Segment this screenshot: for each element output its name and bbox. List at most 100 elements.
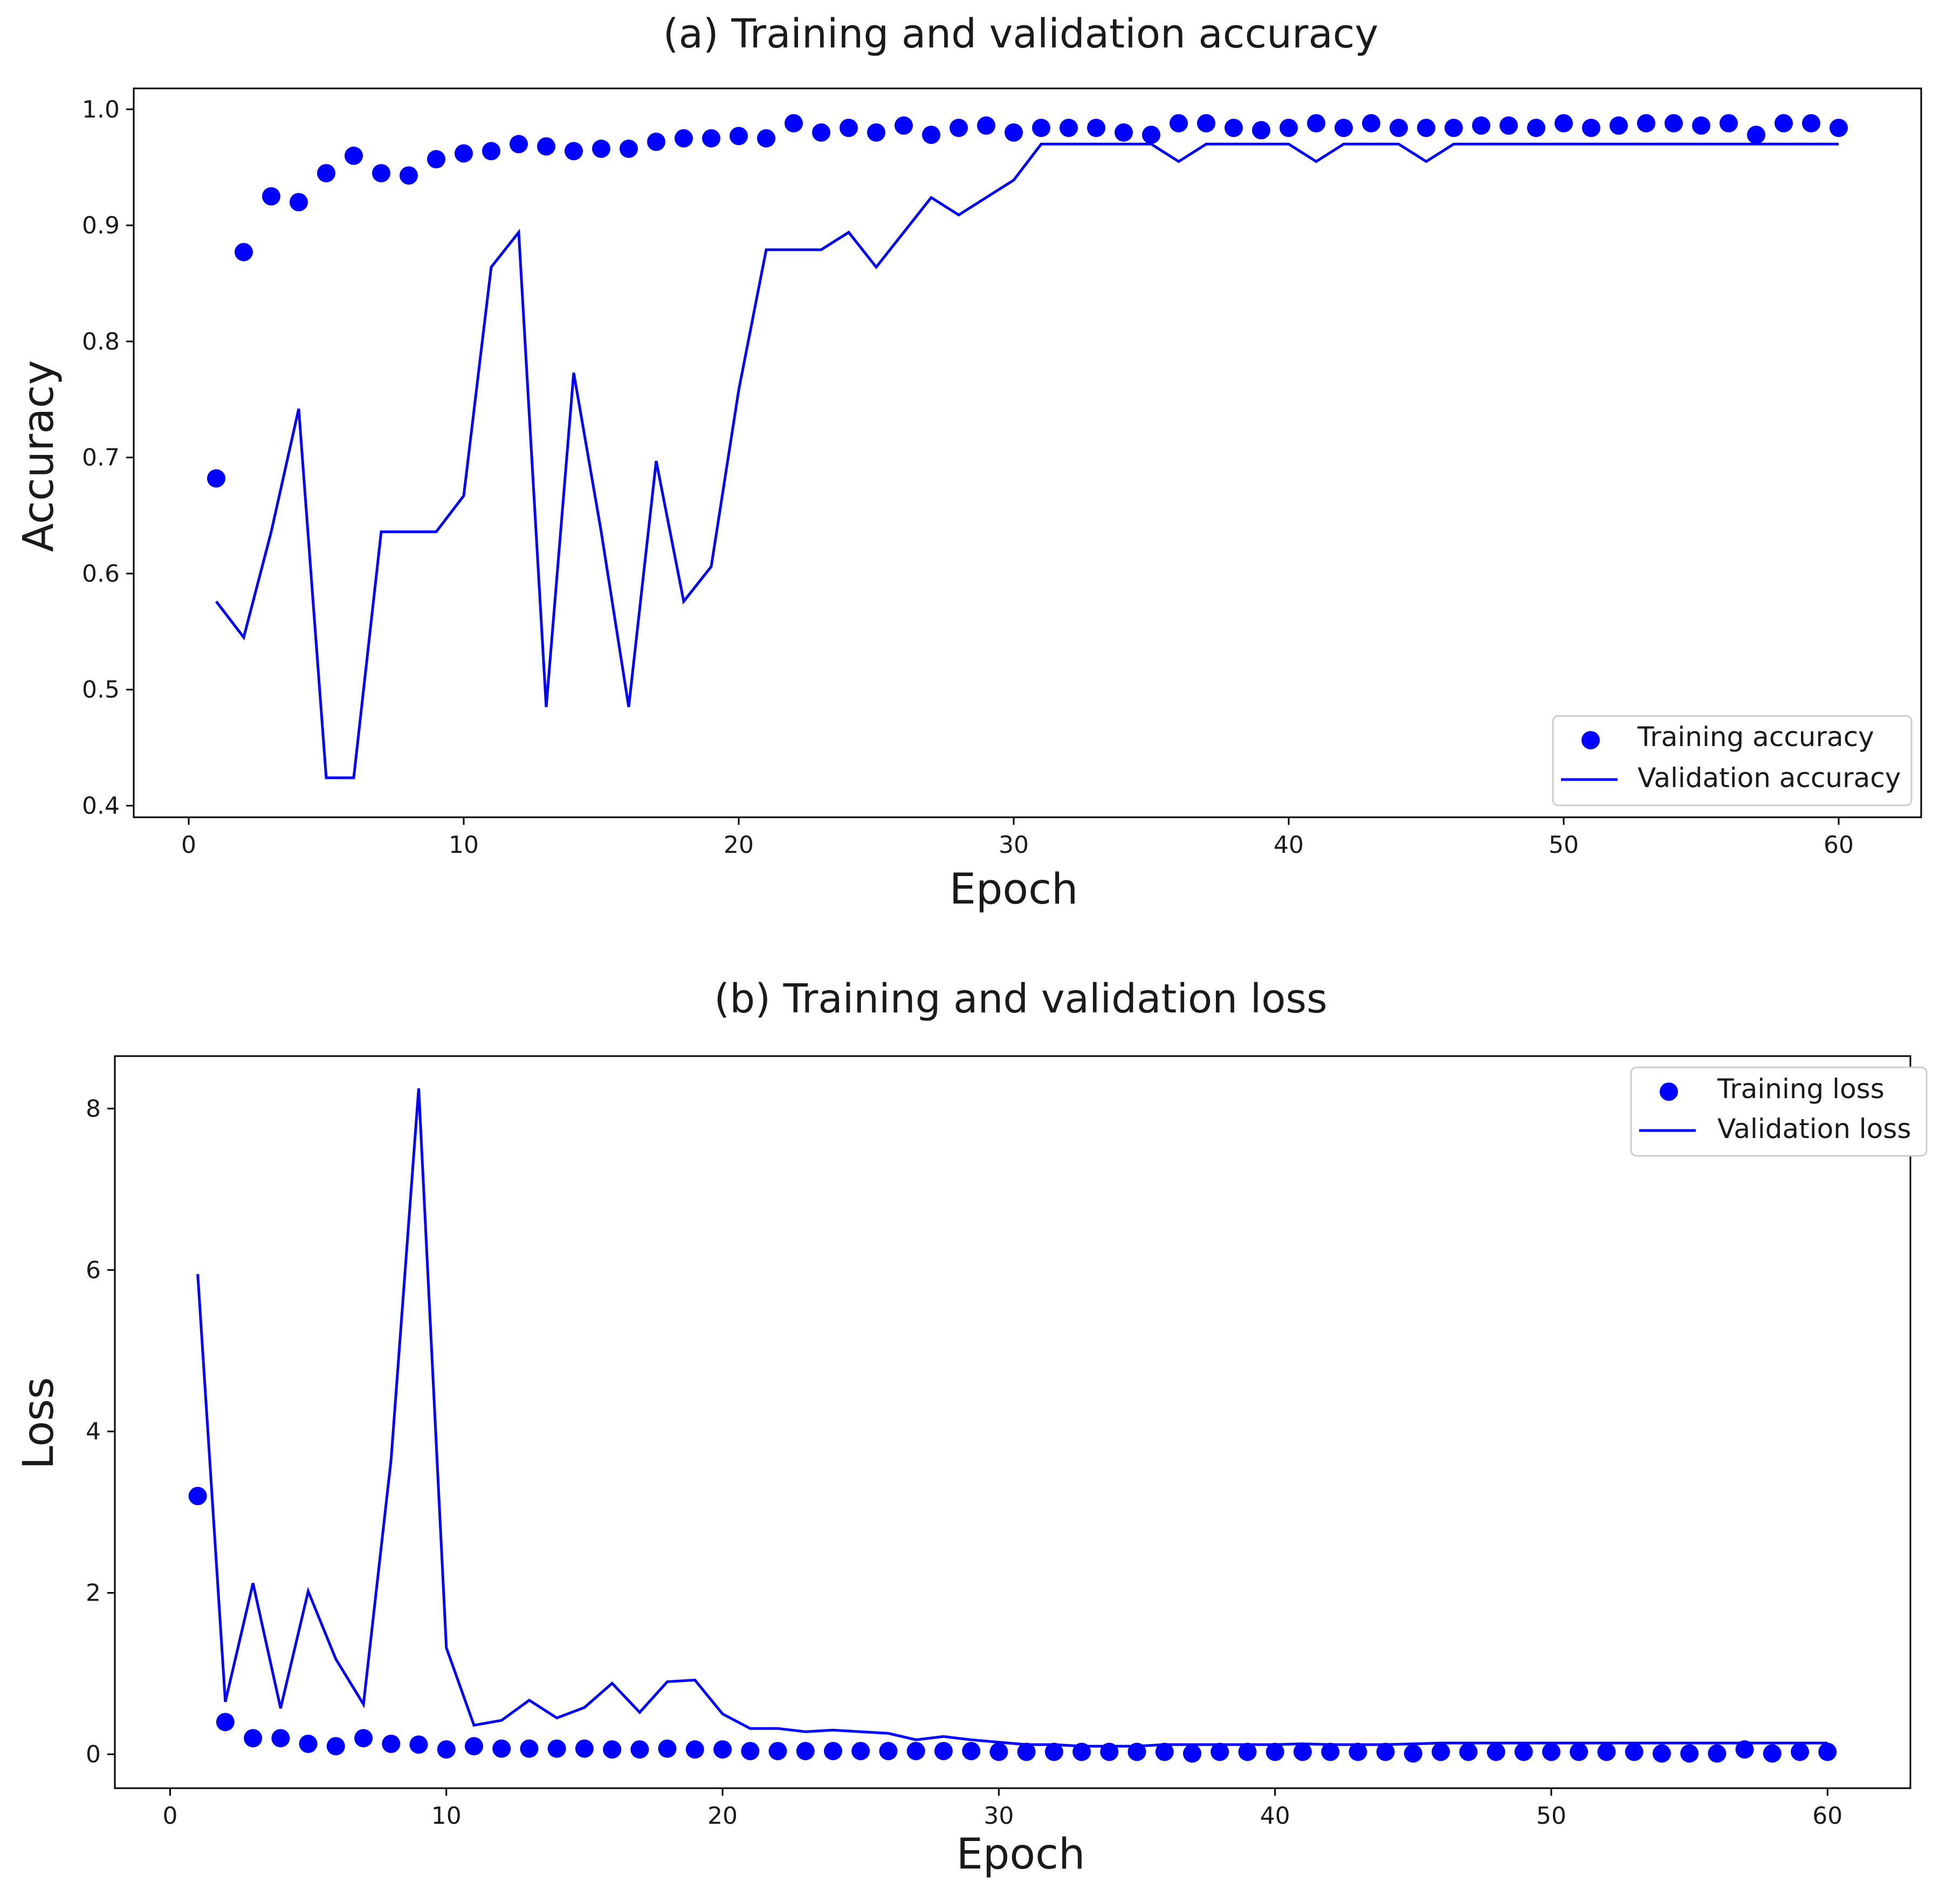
training-point xyxy=(1321,1742,1340,1761)
training-point xyxy=(1582,119,1600,137)
training-point xyxy=(922,126,940,144)
training-point xyxy=(1170,114,1188,133)
training-point xyxy=(647,133,665,151)
training-point xyxy=(1142,126,1160,144)
training-point xyxy=(603,1740,622,1759)
training-point xyxy=(1100,1742,1119,1761)
training-point xyxy=(851,1742,870,1761)
training-point xyxy=(934,1742,953,1761)
training-point xyxy=(1472,116,1490,135)
training-point xyxy=(1335,119,1353,137)
y-ticks: 0 2 4 6 8 xyxy=(86,1095,115,1768)
y-tick-label: 0.8 xyxy=(82,328,120,355)
training-point xyxy=(757,129,775,148)
training-point xyxy=(785,114,803,133)
training-point xyxy=(235,243,253,261)
training-point xyxy=(262,187,280,206)
training-point xyxy=(658,1739,677,1758)
y-tick-label: 1.0 xyxy=(82,96,120,123)
training-point xyxy=(1183,1744,1201,1763)
x-axis-label: Epoch xyxy=(950,865,1078,914)
x-tick-label: 50 xyxy=(1549,831,1579,859)
training-point xyxy=(977,116,995,135)
y-tick-label: 6 xyxy=(86,1257,101,1284)
legend-box xyxy=(1552,715,1913,806)
training-point xyxy=(465,1737,483,1756)
x-tick-label: 10 xyxy=(449,831,479,859)
training-point xyxy=(575,1739,594,1758)
training-point xyxy=(1680,1744,1699,1763)
training-point xyxy=(1266,1742,1284,1761)
y-tick-label: 0.6 xyxy=(82,560,120,588)
training-point xyxy=(1362,114,1380,133)
y-tick-label: 0.7 xyxy=(82,444,120,472)
training-point xyxy=(244,1729,263,1748)
training-point xyxy=(188,1487,207,1505)
training-point xyxy=(962,1742,981,1761)
training-point xyxy=(290,193,308,211)
training-point xyxy=(1625,1742,1643,1761)
x-tick-label: 30 xyxy=(984,1802,1014,1830)
training-point xyxy=(1802,114,1820,133)
training-point xyxy=(1032,119,1050,137)
training-point xyxy=(812,123,830,142)
training-point xyxy=(1390,119,1408,137)
training-point xyxy=(867,123,885,142)
training-point xyxy=(455,144,473,163)
x-tick-label: 40 xyxy=(1260,1802,1290,1830)
training-point xyxy=(271,1729,290,1748)
x-tick-label: 30 xyxy=(999,831,1029,859)
training-point xyxy=(1637,114,1655,133)
x-ticks: 0 10 20 30 40 50 60 xyxy=(181,817,1854,859)
chart-title: (b) Training and validation loss xyxy=(714,976,1327,1022)
training-point xyxy=(547,1739,566,1758)
training-point xyxy=(520,1739,539,1758)
training-point xyxy=(482,142,500,161)
training-point xyxy=(427,150,445,169)
legend-label-validation: Validation accuracy xyxy=(1638,762,1901,794)
training-point xyxy=(1610,116,1628,135)
x-tick-label: 50 xyxy=(1536,1802,1566,1830)
training-point xyxy=(1445,119,1463,137)
training-point xyxy=(1197,114,1215,133)
legend-marker-training xyxy=(1660,1083,1678,1101)
training-point xyxy=(702,129,720,148)
training-point xyxy=(1238,1742,1257,1761)
training-point xyxy=(768,1742,787,1761)
training-point xyxy=(713,1740,732,1759)
training-point xyxy=(1830,119,1848,137)
y-tick-label: 4 xyxy=(86,1418,101,1445)
loss-chart: (b) Training and validation loss 0 10 20 30… xyxy=(15,976,1928,1879)
training-point xyxy=(400,166,418,185)
training-point xyxy=(345,146,363,165)
training-point xyxy=(1060,119,1078,137)
chart-title: (a) Training and validation accuracy xyxy=(663,11,1379,57)
training-point xyxy=(1542,1742,1560,1761)
training-point xyxy=(326,1737,345,1756)
x-ticks: 0 10 20 30 40 50 60 xyxy=(162,1788,1842,1830)
validation-accuracy-line xyxy=(215,142,1839,780)
training-point xyxy=(1735,1740,1754,1759)
training-point xyxy=(879,1742,898,1761)
training-point xyxy=(620,139,638,158)
training-point xyxy=(1708,1744,1727,1763)
training-point xyxy=(492,1739,511,1758)
y-ticks: 0.4 0.5 0.6 0.7 0.8 0.9 1.0 xyxy=(82,96,134,819)
plot-frame xyxy=(114,1055,1911,1789)
training-point xyxy=(1720,114,1738,133)
training-point xyxy=(565,142,583,161)
training-point xyxy=(409,1735,428,1754)
training-point xyxy=(1404,1744,1422,1763)
training-point xyxy=(1747,126,1765,144)
training-point xyxy=(1417,119,1435,137)
training-point xyxy=(1555,114,1573,133)
training-point xyxy=(510,135,528,154)
training-point xyxy=(317,164,335,183)
training-point xyxy=(950,119,968,137)
y-tick-label: 2 xyxy=(86,1580,101,1607)
training-point xyxy=(354,1729,373,1748)
y-tick-label: 0.5 xyxy=(82,676,120,704)
legend-label-training: Training accuracy xyxy=(1637,721,1874,753)
training-point xyxy=(989,1742,1008,1761)
